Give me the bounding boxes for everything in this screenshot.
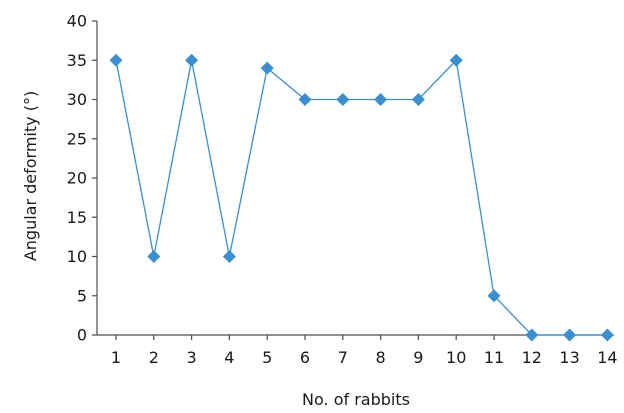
- x-tick-label: 3: [187, 348, 197, 367]
- y-tick-label: 15: [67, 208, 87, 227]
- data-point-marker: [563, 329, 576, 342]
- x-tick-label: 14: [597, 348, 617, 367]
- y-tick-label: 10: [67, 247, 87, 266]
- y-tick-label: 30: [67, 90, 87, 109]
- y-tick-label: 20: [67, 169, 87, 188]
- x-tick-label: 7: [338, 348, 348, 367]
- x-axis-title: No. of rabbits: [302, 390, 410, 409]
- x-tick-label: 12: [522, 348, 542, 367]
- x-tick-label: 2: [149, 348, 159, 367]
- x-tick-label: 4: [224, 348, 234, 367]
- x-tick-label: 1: [111, 348, 121, 367]
- y-tick-label: 40: [67, 12, 87, 31]
- series-layer: [110, 54, 614, 342]
- y-ticks: 0 5 10 15 20 25 30 35 40: [67, 12, 97, 345]
- data-point-marker: [110, 54, 123, 67]
- data-point-marker: [336, 93, 349, 106]
- x-tick-label: 13: [559, 348, 579, 367]
- x-axis: 1 2 3 4 5 6 7 8 9 10 11 12 13 14: [97, 335, 618, 367]
- x-tick-label: 9: [413, 348, 423, 367]
- y-axis-title: Angular deformity (°): [21, 91, 40, 261]
- x-tick-label: 11: [484, 348, 504, 367]
- y-tick-label: 25: [67, 129, 87, 148]
- y-tick-label: 5: [77, 286, 87, 305]
- y-tick-label: 0: [77, 326, 87, 345]
- data-point-marker: [374, 93, 387, 106]
- data-point-marker: [601, 329, 614, 342]
- series-line: [116, 60, 607, 335]
- x-tick-label: 5: [262, 348, 272, 367]
- y-axis: 0 5 10 15 20 25 30 35 40: [67, 12, 97, 345]
- x-tick-label: 8: [376, 348, 386, 367]
- x-tick-label: 10: [446, 348, 466, 367]
- data-point-marker: [223, 250, 236, 263]
- x-ticks: 1 2 3 4 5 6 7 8 9 10 11 12 13 14: [111, 335, 618, 367]
- x-tick-label: 6: [300, 348, 310, 367]
- data-point-marker: [147, 250, 160, 263]
- y-tick-label: 35: [67, 51, 87, 70]
- data-point-marker: [185, 54, 198, 67]
